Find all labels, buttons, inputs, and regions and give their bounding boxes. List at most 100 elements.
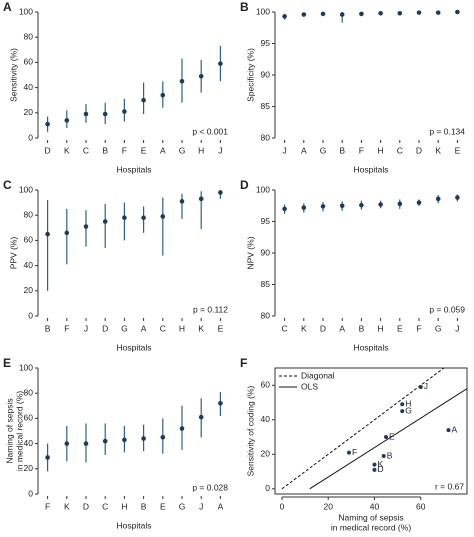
panel-letter: D [240,178,249,192]
point [45,455,50,460]
point [160,92,166,98]
x-tick-label: J [455,323,459,333]
point [359,11,364,17]
legend-label: OLS [301,381,318,391]
point [418,384,423,389]
point [160,435,166,440]
x-tick-label: K [198,323,204,333]
x-axis-label: Hospitals [117,342,152,352]
y-tick-label: 100 [19,362,33,372]
point [282,14,287,19]
point [83,224,89,229]
x-tick-label: K [64,501,70,511]
panel: D NPV (%) 80 85 90 95 100 C K D A B H E F G J Hospitals p … [240,178,465,352]
point-label: A [451,424,457,434]
y-axis-label: in medical record (%) [14,391,24,471]
point [160,214,166,219]
panel: C PPV (%) 0 20 40 60 80 100 B F J D G A C H K E Hospitals p… [3,178,228,352]
x-tick-label: B [141,501,147,511]
x-tick-label: J [218,145,222,155]
point [301,12,307,17]
point [45,121,50,127]
annotation: p < 0.001 [192,126,228,136]
x-tick-label: G [121,323,128,333]
y-tick-label: 90 [261,69,271,79]
y-axis-label: Naming of sepsis [4,398,14,463]
panel: A Sensitivity (%) 0 20 40 60 80 100 D K C B F E A G H J Ho… [3,0,228,174]
point [301,205,307,210]
x-tick-label: H [378,323,384,333]
x-tick-label: C [160,323,166,333]
x-tick-label: C [282,323,288,333]
point [372,467,377,472]
point [282,206,287,212]
y-tick-label: 40 [24,82,34,92]
y-tick-label: 0 [28,132,33,142]
x-tick-label: H [121,501,127,511]
point [141,97,146,103]
x-tick-label: C [397,145,403,155]
point [435,10,441,15]
x-tick-label: F [122,145,127,155]
point [218,190,223,195]
point [102,219,108,224]
point [198,414,204,420]
y-tick-label: 100 [256,184,270,194]
point [179,199,185,204]
point [64,441,70,446]
x-tick-label: E [160,501,166,511]
y-tick-label: 20 [24,107,34,117]
point [64,118,70,123]
x-tick-label: E [397,323,403,333]
annotation: p = 0.112 [193,304,228,314]
x-tick-label: F [416,323,421,333]
x-tick-label: 40 [370,501,380,511]
y-tick-label: 60 [24,413,34,423]
x-tick-label: E [141,145,147,155]
point [378,10,383,16]
x-tick-label: D [83,501,89,511]
point [122,109,127,114]
y-tick-label: 100 [256,6,270,16]
point [372,462,377,467]
point [122,437,127,443]
x-axis-label: Hospitals [117,520,152,530]
x-axis-label: in medical record (%) [331,522,411,532]
point [179,79,185,84]
reference-line [281,368,445,490]
reference-line [309,388,467,490]
panel: F Sensitivity of coding (%) 0 20 40 60 0 20 40 60… [240,356,468,532]
x-tick-label: C [102,501,108,511]
panel-letter: B [240,0,249,14]
x-tick-label: A [160,145,166,155]
x-tick-label: F [45,501,50,511]
x-tick-label: 60 [416,501,426,511]
x-tick-label: F [64,323,69,333]
x-tick-label: 20 [323,501,333,511]
point [83,111,89,117]
point [339,12,345,17]
y-tick-label: 20 [24,285,34,295]
x-tick-label: G [320,145,327,155]
y-tick-label: 100 [19,6,33,16]
panel: B Specificity (%) 80 85 90 95 100 J A G B F H C D K E Hos… [240,0,465,174]
y-tick-label: 0 [28,310,33,320]
x-tick-label: D [320,323,326,333]
point-label: H [405,398,411,408]
point [416,10,422,15]
y-tick-label: 20 [261,449,271,459]
y-tick-label: 60 [261,380,271,390]
plot-frame [274,367,468,495]
x-tick-label: D [102,323,108,333]
x-tick-label: A [218,501,224,511]
x-tick-label: J [199,501,203,511]
y-axis-label: PPV (%) [8,237,18,270]
point [339,203,345,209]
annotation: p = 0.059 [429,304,465,314]
x-tick-label: B [339,145,345,155]
y-tick-label: 40 [261,414,271,424]
point-label: E [389,431,395,441]
x-tick-label: G [179,501,186,511]
x-tick-label: B [45,323,51,333]
